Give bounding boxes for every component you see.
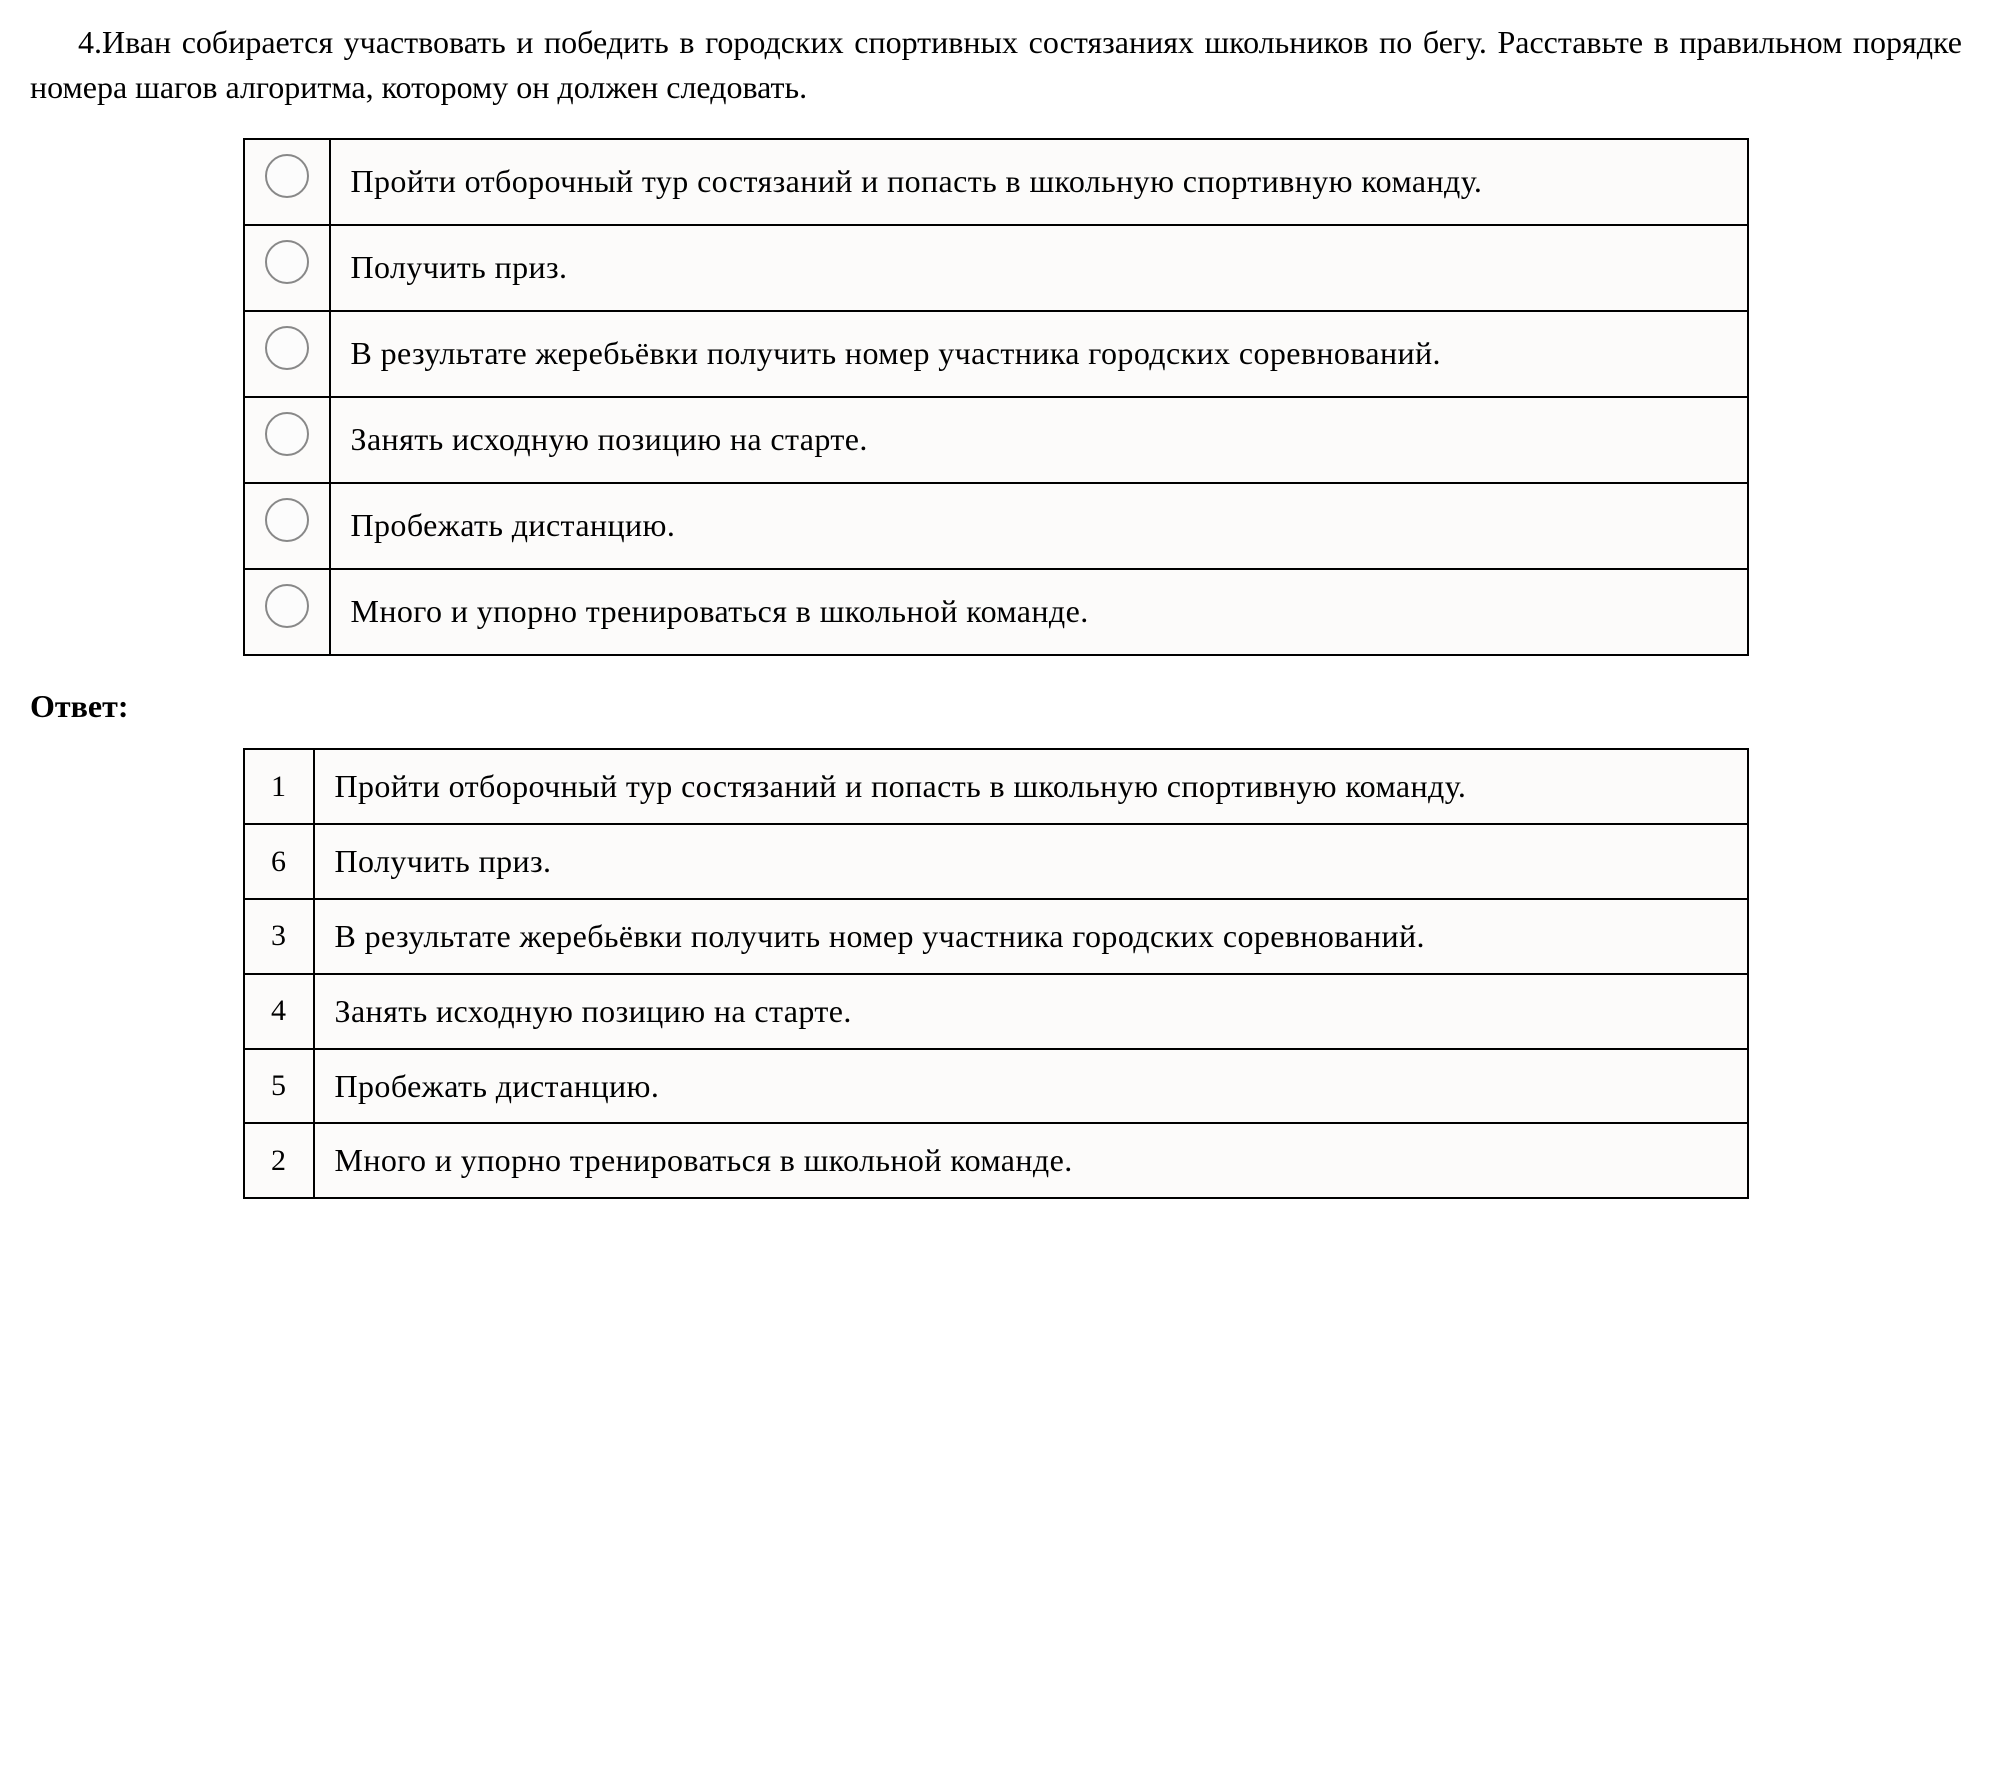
circle-icon (265, 498, 309, 542)
table-row: Получить приз. (244, 225, 1749, 311)
table-row: 6 Получить приз. (244, 824, 1749, 899)
answer-number: 2 (244, 1123, 314, 1198)
answer-table: 1 Пройти отборочный тур состязаний и поп… (243, 748, 1750, 1199)
step-text: Пробежать дистанцию. (314, 1049, 1749, 1124)
step-text: В результате жеребьёвки получить номер у… (314, 899, 1749, 974)
answer-number: 6 (244, 824, 314, 899)
circle-icon (265, 326, 309, 370)
table-row: Много и упорно тренироваться в школьной … (244, 569, 1749, 655)
blank-circle-cell[interactable] (244, 139, 330, 225)
answer-table-wrap: 1 Пройти отборочный тур состязаний и поп… (30, 748, 1962, 1199)
circle-icon (265, 412, 309, 456)
blank-circle-cell[interactable] (244, 397, 330, 483)
question-body: Иван собирается участвовать и победить в… (30, 24, 1962, 105)
circle-icon (265, 240, 309, 284)
table-row: 4 Занять исходную позицию на старте. (244, 974, 1749, 1049)
step-text: Много и упорно тренироваться в школьной … (314, 1123, 1749, 1198)
step-text: Получить приз. (314, 824, 1749, 899)
step-text: В результате жеребьёвки получить номер у… (330, 311, 1749, 397)
blank-table: Пройти отборочный тур состязаний и попас… (243, 138, 1750, 656)
step-text: Занять исходную позицию на старте. (330, 397, 1749, 483)
circle-icon (265, 154, 309, 198)
answer-number: 5 (244, 1049, 314, 1124)
answer-number: 1 (244, 749, 314, 824)
step-text: Пробежать дистанцию. (330, 483, 1749, 569)
table-row: Пройти отборочный тур состязаний и попас… (244, 139, 1749, 225)
table-row: 1 Пройти отборочный тур состязаний и поп… (244, 749, 1749, 824)
table-row: 3 В результате жеребьёвки получить номер… (244, 899, 1749, 974)
blank-circle-cell[interactable] (244, 569, 330, 655)
blank-circle-cell[interactable] (244, 311, 330, 397)
question-number: 4. (78, 24, 102, 60)
answer-label: Ответ: (30, 684, 1962, 729)
step-text: Пройти отборочный тур состязаний и попас… (314, 749, 1749, 824)
table-row: 5 Пробежать дистанцию. (244, 1049, 1749, 1124)
table-row: Занять исходную позицию на старте. (244, 397, 1749, 483)
table-row: Пробежать дистанцию. (244, 483, 1749, 569)
circle-icon (265, 584, 309, 628)
question-text: 4.Иван собирается участвовать и победить… (30, 20, 1962, 110)
step-text: Пройти отборочный тур состязаний и попас… (330, 139, 1749, 225)
step-text: Получить приз. (330, 225, 1749, 311)
step-text: Много и упорно тренироваться в школьной … (330, 569, 1749, 655)
table-row: В результате жеребьёвки получить номер у… (244, 311, 1749, 397)
answer-number: 3 (244, 899, 314, 974)
blank-circle-cell[interactable] (244, 483, 330, 569)
step-text: Занять исходную позицию на старте. (314, 974, 1749, 1049)
blank-circle-cell[interactable] (244, 225, 330, 311)
blank-table-wrap: Пройти отборочный тур состязаний и попас… (30, 138, 1962, 656)
answer-number: 4 (244, 974, 314, 1049)
table-row: 2 Много и упорно тренироваться в школьно… (244, 1123, 1749, 1198)
